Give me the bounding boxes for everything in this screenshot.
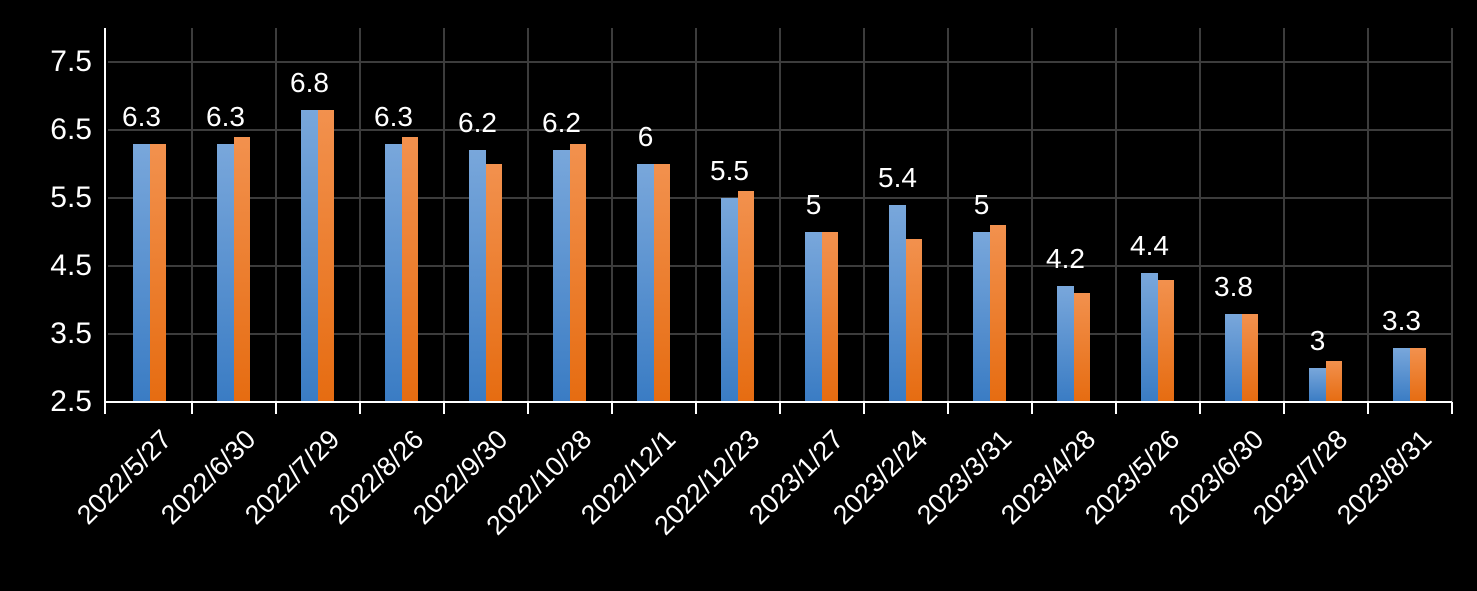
vertical-gridline (1283, 28, 1285, 402)
bar-orange-series (1242, 313, 1258, 402)
bar-blue-series (1141, 272, 1158, 402)
bar-blue-series (637, 164, 654, 402)
bar-orange-series (738, 191, 754, 402)
x-axis-tick (611, 402, 613, 414)
x-axis-tick (779, 402, 781, 414)
bar-orange-series (486, 164, 502, 402)
x-axis-tick (1031, 402, 1033, 414)
bar-orange-series (570, 143, 586, 402)
y-axis-tick-label: 3.5 (50, 317, 92, 350)
bar-blue-series (721, 198, 738, 402)
bar-blue-series (805, 232, 822, 402)
x-axis-tick (1451, 402, 1453, 414)
bar-orange-series (1326, 361, 1342, 402)
bar-blue-series (889, 204, 906, 402)
x-axis-tick (1115, 402, 1117, 414)
x-axis-tick (1367, 402, 1369, 414)
x-axis-tick (443, 402, 445, 414)
bar-blue-series (553, 150, 570, 402)
bar-blue-series (1225, 313, 1242, 402)
vertical-gridline (191, 28, 193, 402)
vertical-gridline (1199, 28, 1201, 402)
x-axis-tick (359, 402, 361, 414)
vertical-gridline (695, 28, 697, 402)
vertical-gridline (1367, 28, 1369, 402)
bar-data-label: 5.4 (878, 161, 917, 193)
y-axis-tick-label: 6.5 (50, 113, 92, 146)
x-axis-tick (275, 402, 277, 414)
bar-orange-series (1158, 279, 1174, 402)
bar-data-label: 5 (973, 189, 990, 220)
x-axis-tick (863, 402, 865, 414)
bar-orange-series (318, 109, 334, 402)
vertical-gridline (275, 28, 277, 402)
bar-orange-series (234, 136, 250, 402)
vertical-gridline (1451, 28, 1453, 402)
bar-data-label: 4.4 (1130, 229, 1169, 261)
vertical-gridline (863, 28, 865, 402)
vertical-gridline (611, 28, 613, 402)
bar-data-label: 3.3 (1382, 304, 1421, 336)
bar-orange-series (1074, 293, 1090, 402)
vertical-gridline (527, 28, 529, 402)
bar-orange-series (990, 225, 1006, 402)
bar-data-label: 6.3 (122, 100, 161, 132)
bar-orange-series (150, 143, 166, 402)
bar-data-label: 5.5 (710, 155, 749, 186)
x-axis-tick (1283, 402, 1285, 414)
bar-orange-series (402, 136, 418, 402)
bar-blue-series (133, 143, 150, 402)
y-axis-tick-label: 2.5 (50, 385, 92, 418)
x-axis-tick (1199, 402, 1201, 414)
bar-blue-series (973, 232, 990, 402)
bar-blue-series (469, 150, 486, 402)
bar-blue-series (217, 143, 234, 402)
vertical-gridline (1115, 28, 1117, 402)
vertical-gridline (443, 28, 445, 402)
bar-orange-series (654, 164, 670, 402)
y-axis-tick-label: 4.5 (50, 249, 92, 282)
bar-data-label: 3 (1309, 325, 1326, 356)
bar-data-label: 5 (805, 189, 822, 220)
bar-orange-series (906, 238, 922, 402)
bar-data-label: 4.2 (1046, 243, 1085, 275)
bar-data-label: 6.3 (374, 100, 413, 132)
bar-blue-series (1057, 286, 1074, 402)
bar-blue-series (385, 143, 402, 402)
bar-blue-series (1309, 368, 1326, 402)
bar-blue-series (301, 109, 318, 402)
bar-data-label: 6.2 (458, 107, 497, 139)
bar-orange-series (1410, 347, 1426, 402)
x-axis-tick (695, 402, 697, 414)
vertical-gridline (947, 28, 949, 402)
x-axis-tick (947, 402, 949, 414)
y-axis-tick-label: 7.5 (50, 45, 92, 78)
bar-data-label: 6 (637, 121, 654, 152)
bar-orange-series (822, 232, 838, 402)
vertical-gridline (359, 28, 361, 402)
vertical-gridline (779, 28, 781, 402)
y-axis-tick-label: 5.5 (50, 181, 92, 214)
vertical-gridline (1031, 28, 1033, 402)
bar-data-label: 6.2 (542, 107, 581, 139)
y-axis-line (104, 28, 106, 414)
bar-data-label: 6.3 (206, 100, 245, 132)
bar-data-label: 6.8 (290, 66, 329, 98)
bar-data-label: 3.8 (1214, 270, 1253, 302)
x-axis-tick (527, 402, 529, 414)
x-axis-tick (191, 402, 193, 414)
x-axis-line (104, 401, 1452, 403)
bar-blue-series (1393, 347, 1410, 402)
